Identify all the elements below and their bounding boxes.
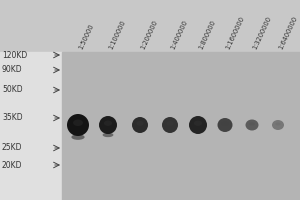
Ellipse shape — [67, 114, 89, 136]
Ellipse shape — [218, 118, 232, 132]
Text: 120KD: 120KD — [2, 50, 27, 60]
Ellipse shape — [99, 116, 117, 134]
Ellipse shape — [132, 117, 148, 133]
Text: 1:6400000: 1:6400000 — [278, 15, 299, 50]
Ellipse shape — [167, 121, 174, 126]
Ellipse shape — [272, 120, 284, 130]
Ellipse shape — [275, 122, 281, 126]
Text: 1:1600000: 1:1600000 — [225, 15, 246, 50]
Text: 1:100000: 1:100000 — [108, 19, 127, 50]
Text: 35KD: 35KD — [2, 114, 22, 122]
Ellipse shape — [104, 120, 112, 126]
Text: 20KD: 20KD — [2, 160, 22, 170]
Ellipse shape — [71, 134, 85, 140]
Text: 1:50000: 1:50000 — [78, 22, 95, 50]
Ellipse shape — [194, 120, 202, 126]
Ellipse shape — [245, 119, 259, 130]
Text: 25KD: 25KD — [2, 144, 22, 152]
Ellipse shape — [222, 121, 228, 126]
Bar — [0, 52, 62, 200]
Text: 1:3200000: 1:3200000 — [252, 15, 273, 50]
Text: 1:400000: 1:400000 — [170, 19, 189, 50]
Text: 50KD: 50KD — [2, 86, 22, 95]
Ellipse shape — [73, 119, 83, 126]
Bar — [62, 52, 300, 200]
Text: 1:800000: 1:800000 — [198, 19, 217, 50]
Ellipse shape — [103, 133, 113, 137]
Ellipse shape — [136, 121, 144, 126]
Ellipse shape — [189, 116, 207, 134]
Text: 90KD: 90KD — [2, 66, 22, 74]
Ellipse shape — [249, 122, 255, 126]
Text: 1:200000: 1:200000 — [140, 19, 159, 50]
Ellipse shape — [162, 117, 178, 133]
